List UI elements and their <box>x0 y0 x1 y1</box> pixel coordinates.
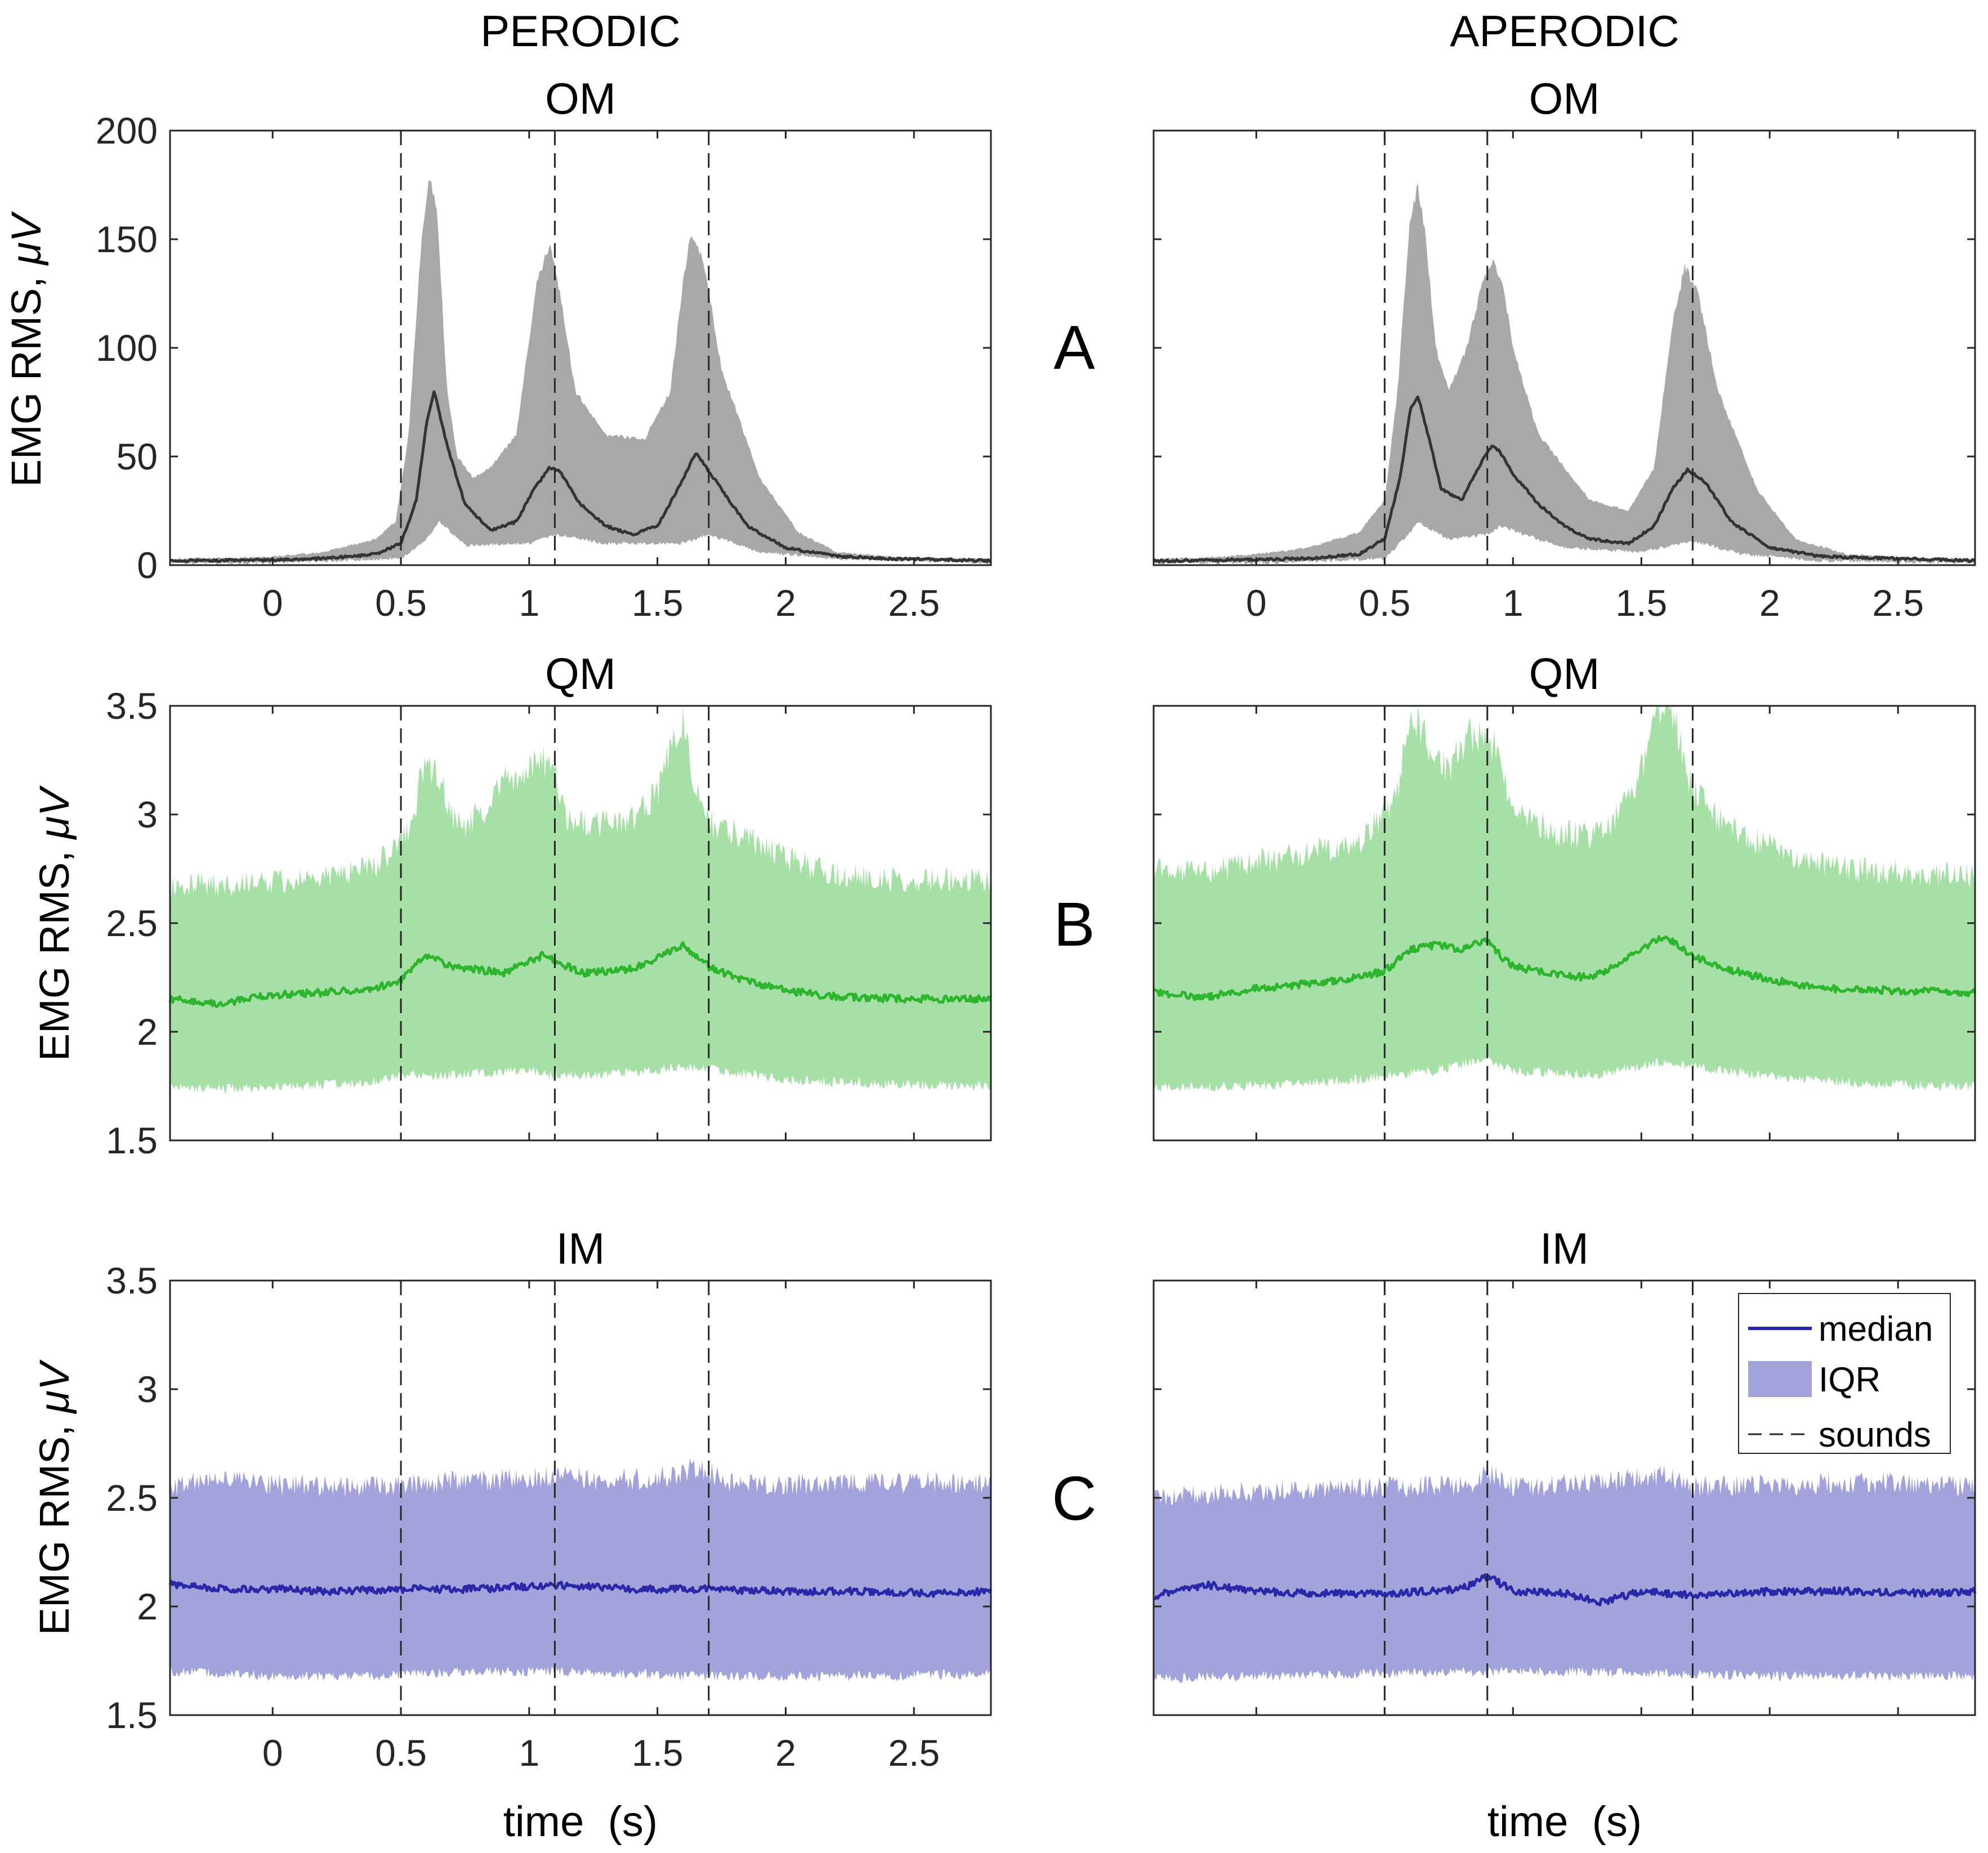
y-tick-label: 3 <box>137 1368 158 1410</box>
row-letter-a: A <box>1053 313 1095 382</box>
y-axis-label-b: EMG RMS, μV <box>31 785 78 1061</box>
y-axis-label-b-unit: μV <box>31 785 78 840</box>
y-axis-label-c-text: EMG RMS, <box>31 1413 78 1636</box>
legend-iqr-label: IQR <box>1819 1360 1880 1399</box>
iqr-band <box>170 706 991 1094</box>
panel-title: OM <box>1529 74 1600 123</box>
x-tick-label: 0 <box>262 582 283 624</box>
y-tick-label: 1.5 <box>106 1694 158 1736</box>
y-tick-label: 2.5 <box>106 1477 158 1519</box>
x-tick-label: 2 <box>775 582 796 624</box>
y-axis-label-c-unit: μV <box>31 1359 78 1415</box>
column-title-aperodic: APERODIC <box>1450 6 1679 56</box>
legend: median IQR sounds <box>1738 1293 1951 1454</box>
panel-periodic-im: 0 0.5 1 1.5 2 2.5 1.5 2 2.5 3 3.5 IM <box>106 1224 993 1774</box>
row-letter-c: C <box>1052 1464 1096 1533</box>
panel-periodic-om: 0 0.5 1 1.5 2 2.5 0 50 100 150 200 OM <box>96 74 992 624</box>
x-tick-label: 1 <box>519 1732 540 1774</box>
row-letter-b: B <box>1053 890 1094 959</box>
y-tick-label: 2 <box>137 1011 158 1053</box>
panel-title: QM <box>545 649 616 699</box>
panel-aperiodic-im: IM <box>1152 1224 1977 1716</box>
median-line <box>1152 395 1976 563</box>
y-tick-label: 150 <box>96 218 158 260</box>
legend-median-label: median <box>1819 1310 1933 1349</box>
iqr-band <box>170 180 991 565</box>
y-tick-label: 3.5 <box>106 685 158 727</box>
median-line <box>1152 935 1977 1001</box>
panel-title: IM <box>556 1224 605 1273</box>
y-axis-label-a: EMG RMS, μV <box>3 211 50 487</box>
x-tick-label: 1 <box>519 582 540 624</box>
iqr-band <box>1154 182 1975 565</box>
y-tick-label: 50 <box>117 436 158 477</box>
panel-aperiodic-qm: QM <box>1152 649 1977 1142</box>
x-tick-label: 0.5 <box>1359 582 1410 624</box>
iqr-band <box>1154 706 1975 1093</box>
panel-title: OM <box>545 74 616 123</box>
median-line <box>168 941 993 1008</box>
x-tick-label: 0.5 <box>375 582 427 624</box>
x-tick-label: 2 <box>1759 582 1780 624</box>
y-axis-label-c: EMG RMS, μV <box>31 1359 78 1635</box>
x-tick-label: 0 <box>1246 582 1267 624</box>
iqr-band <box>170 1458 991 1681</box>
y-tick-label: 0 <box>137 544 158 586</box>
panel-title: QM <box>1529 649 1600 699</box>
x-tick-label: 2 <box>775 1732 796 1774</box>
x-tick-label: 1.5 <box>632 582 683 624</box>
x-axis-label-periodic: time (s) <box>503 1798 658 1846</box>
y-tick-label: 200 <box>96 110 158 151</box>
y-axis-label-b-text: EMG RMS, <box>31 839 78 1062</box>
x-tick-label: 0 <box>262 1732 283 1774</box>
y-tick-label: 3 <box>137 794 158 835</box>
column-title-periodic: PERODIC <box>480 6 680 56</box>
y-tick-label: 100 <box>96 327 158 369</box>
y-axis-label-a-text: EMG RMS, <box>3 265 50 487</box>
x-tick-label: 2.5 <box>1872 582 1924 624</box>
x-tick-label: 2.5 <box>888 582 940 624</box>
panel-aperiodic-om: 0 0.5 1 1.5 2 2.5 OM <box>1152 74 1976 624</box>
legend-sounds-label: sounds <box>1819 1416 1931 1454</box>
x-axis-label-aperiodic: time (s) <box>1487 1798 1642 1846</box>
x-tick-label: 1 <box>1503 582 1524 624</box>
panel-periodic-qm: 1.5 2 2.5 3 3.5 QM <box>106 649 993 1161</box>
median-line <box>169 390 992 563</box>
median-line <box>168 1579 993 1598</box>
y-tick-label: 3.5 <box>106 1260 158 1301</box>
y-tick-label: 1.5 <box>106 1120 158 1161</box>
panel-title: IM <box>1540 1224 1589 1273</box>
median-line <box>1152 1573 1977 1607</box>
x-tick-label: 0.5 <box>375 1732 427 1774</box>
x-tick-label: 2.5 <box>888 1732 940 1774</box>
y-axis-label-a-unit: μV <box>3 211 50 266</box>
iqr-band <box>1154 1465 1975 1683</box>
x-tick-label: 1.5 <box>632 1732 683 1774</box>
y-tick-label: 2.5 <box>106 902 158 944</box>
legend-iqr-swatch <box>1748 1361 1812 1397</box>
x-tick-label: 1.5 <box>1615 582 1667 624</box>
y-tick-label: 2 <box>137 1586 158 1627</box>
